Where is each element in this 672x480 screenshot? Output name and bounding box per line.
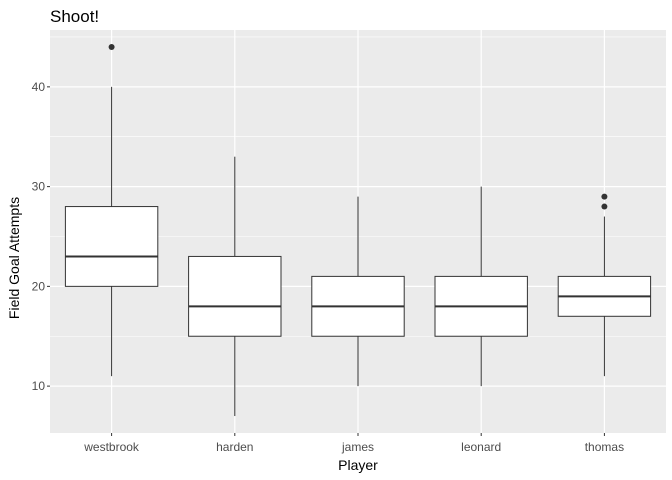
x-tick-label: leonard (461, 440, 501, 454)
box-series (64, 43, 652, 417)
y-tick-label: 30 (32, 180, 46, 194)
box-iqr (64, 206, 159, 287)
y-tick-label: 20 (32, 279, 46, 293)
box-james (311, 196, 405, 387)
x-tick-label: thomas (585, 440, 624, 454)
outlier-point (601, 193, 608, 200)
x-tick-label: harden (216, 440, 253, 454)
y-tick-label: 40 (32, 80, 46, 94)
x-tick-label: westbrook (83, 440, 140, 454)
box-westbrook (64, 43, 159, 377)
x-tick-label: james (341, 440, 374, 454)
box-leonard (434, 186, 528, 387)
box-harden (188, 156, 282, 417)
y-tick-label: 10 (32, 379, 46, 393)
box-thomas (557, 193, 652, 377)
outlier-point (601, 203, 608, 210)
y-axis-title: Field Goal Attempts (6, 197, 22, 319)
chart-title: Shoot! (50, 7, 99, 26)
x-axis-title: Player (338, 457, 378, 473)
box-iqr (188, 255, 282, 337)
outlier-point (108, 43, 115, 50)
y-axis: 10 20 30 40 (32, 80, 50, 393)
x-axis: westbrook harden james leonard thomas (83, 433, 624, 454)
